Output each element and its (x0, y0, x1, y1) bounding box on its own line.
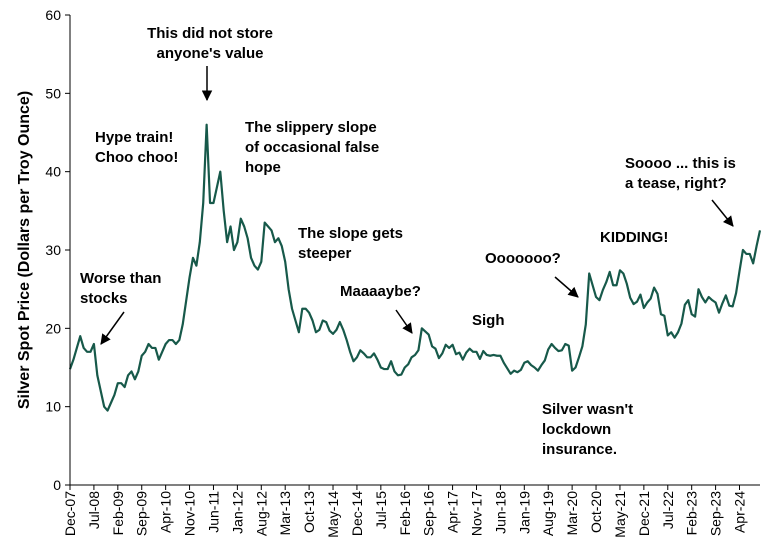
y-tick-label: 50 (45, 85, 61, 101)
annotation: Maaaaybe? (340, 283, 421, 300)
annotation: hope (245, 159, 281, 176)
annotation: Worse than (80, 270, 161, 287)
annotation: KIDDING! (600, 229, 668, 246)
x-tick-label: Apr-10 (158, 491, 174, 533)
annotation: Sigh (472, 312, 505, 329)
x-tick-label: Dec-14 (349, 491, 365, 536)
x-tick-label: Jul-08 (86, 491, 102, 529)
arrow (395, 309, 413, 334)
x-tick-label: Oct-13 (301, 491, 317, 533)
annotation: insurance. (542, 441, 617, 458)
x-tick-label: Mar-20 (564, 491, 580, 536)
x-tick-label: Feb-09 (110, 491, 126, 536)
annotation: a tease, right? (625, 175, 727, 192)
x-tick-label: May-14 (325, 491, 341, 538)
x-tick-label: Mar-13 (277, 491, 293, 536)
y-tick-label: 40 (45, 164, 61, 180)
annotation: The slippery slope (245, 119, 377, 136)
x-tick-label: Sep-23 (708, 491, 724, 536)
annotation: Hype train! (95, 129, 173, 146)
annotation: This did not store (147, 25, 273, 42)
x-tick-label: Sep-16 (421, 491, 437, 536)
x-tick-label: May-21 (612, 491, 628, 538)
x-tick-label: Dec-21 (636, 491, 652, 536)
arrows (100, 66, 734, 345)
annotation: stocks (80, 290, 128, 307)
y-axis-label: Silver Spot Price (Dollars per Troy Ounc… (16, 91, 33, 409)
x-tick-label: Aug-19 (540, 491, 556, 536)
annotation: Soooo ... this is (625, 155, 736, 172)
annotation: The slope gets (298, 225, 403, 242)
annotation: steeper (298, 245, 352, 262)
x-tick-label: Feb-16 (397, 491, 413, 536)
x-tick-label: Oct-20 (588, 491, 604, 533)
x-tick-label: Feb-23 (684, 491, 700, 536)
arrow (711, 199, 734, 227)
y-tick-label: 30 (45, 242, 61, 258)
annotation: Silver wasn't (542, 401, 633, 418)
y-tick-label: 60 (45, 7, 61, 23)
x-tick-label: Apr-24 (732, 491, 748, 533)
y-tick-label: 20 (45, 320, 61, 336)
annotation: anyone's value (157, 45, 264, 62)
y-tick-label: 10 (45, 399, 61, 415)
y-tick-label: 0 (53, 477, 61, 493)
arrow (100, 311, 125, 345)
annotation: Ooooooo? (485, 250, 561, 267)
x-tick-label: Sep-09 (134, 491, 150, 536)
annotation: Choo choo! (95, 149, 178, 166)
x-tick-label: Apr-17 (445, 491, 461, 533)
x-tick-label: Dec-07 (62, 491, 78, 536)
annotation: of occasional false (245, 139, 379, 156)
price-line (68, 123, 762, 412)
x-tick-label: Nov-17 (468, 491, 484, 536)
x-tick-label: Nov-10 (182, 491, 198, 536)
annotation: lockdown (542, 421, 611, 438)
x-tick-label: Jan-19 (516, 491, 532, 534)
x-tick-label: Jun-18 (492, 491, 508, 534)
arrow (554, 276, 579, 298)
x-tick-label: Jul-15 (373, 491, 389, 529)
x-tick-label: Jan-12 (229, 491, 245, 534)
x-tick-label: Jun-11 (205, 491, 221, 533)
x-tick-label: Jul-22 (660, 491, 676, 529)
x-tick-label: Aug-12 (253, 491, 269, 536)
